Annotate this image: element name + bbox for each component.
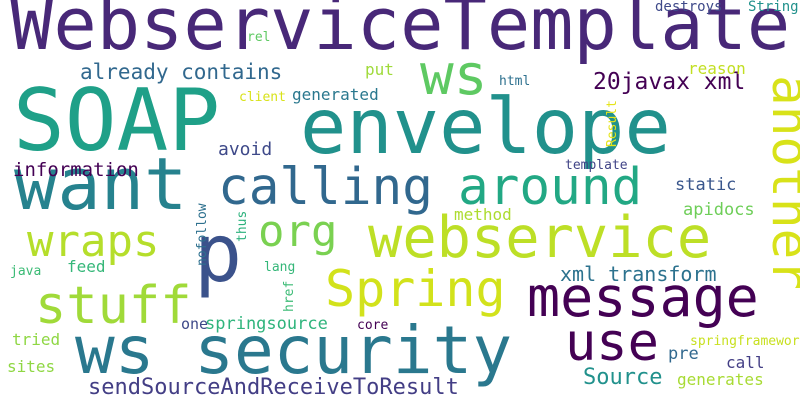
- word-put: put: [365, 60, 394, 79]
- word-apidocs: apidocs: [683, 200, 755, 220]
- word-result: Result: [605, 100, 620, 147]
- word-spring: Spring: [325, 260, 506, 318]
- word-sites: sites: [7, 357, 56, 376]
- word-source: Source: [583, 365, 663, 390]
- word-calling: calling: [218, 158, 433, 217]
- word-generates: generates: [677, 370, 764, 389]
- word-one: one: [181, 315, 209, 333]
- word-method: method: [454, 205, 512, 224]
- word-20javax-xml: 20javax xml: [593, 69, 746, 95]
- word-org: org: [258, 206, 338, 257]
- word-stuff: stuff: [35, 276, 192, 336]
- word-message: message: [527, 265, 759, 329]
- word-static: static: [675, 175, 737, 195]
- word-avoid: avoid: [218, 139, 273, 160]
- word-feed: feed: [67, 257, 106, 276]
- word-another: another: [760, 75, 800, 290]
- word-xml-transform: xml transform: [560, 262, 717, 286]
- word-ws: ws: [420, 43, 488, 108]
- word-ws-security: ws security: [75, 312, 513, 389]
- word-pre: pre: [668, 344, 699, 364]
- word-use: use: [565, 313, 659, 373]
- word-destroys: destroys: [655, 0, 723, 15]
- word-p: p: [194, 207, 243, 300]
- word-envelope: envelope: [300, 83, 671, 172]
- word-want: want: [14, 142, 188, 226]
- word-webservice: webservice: [368, 205, 712, 271]
- word-soap: SOAP: [13, 71, 221, 171]
- word-tried: tried: [12, 330, 61, 349]
- word-client: client: [239, 90, 286, 105]
- word-generated: generated: [292, 85, 379, 104]
- word-wraps: wraps: [27, 216, 160, 267]
- word-template: template: [565, 158, 628, 173]
- word-nofollow: nofollow: [195, 203, 210, 266]
- word-lang: lang: [264, 260, 296, 275]
- word-rel: rel: [247, 30, 271, 45]
- word-call: call: [726, 353, 765, 372]
- word-springframework: springframework: [690, 334, 800, 349]
- word-string: String: [748, 0, 799, 15]
- word-html: html: [499, 74, 531, 89]
- word-sendsourceandreceivetoresult: sendSourceAndReceiveToResult: [88, 375, 459, 400]
- word-around: around: [458, 158, 643, 217]
- word-reason: reason: [688, 59, 746, 78]
- word-webservicetemplate: WebserviceTemplate: [10, 0, 791, 66]
- word-java: java: [10, 264, 42, 279]
- word-thus: thus: [235, 210, 250, 242]
- word-href: href: [282, 280, 297, 312]
- word-already-contains: already contains: [80, 60, 283, 84]
- word-core: core: [357, 318, 389, 333]
- word-springsource: springsource: [205, 314, 328, 334]
- word-information: information: [13, 159, 139, 181]
